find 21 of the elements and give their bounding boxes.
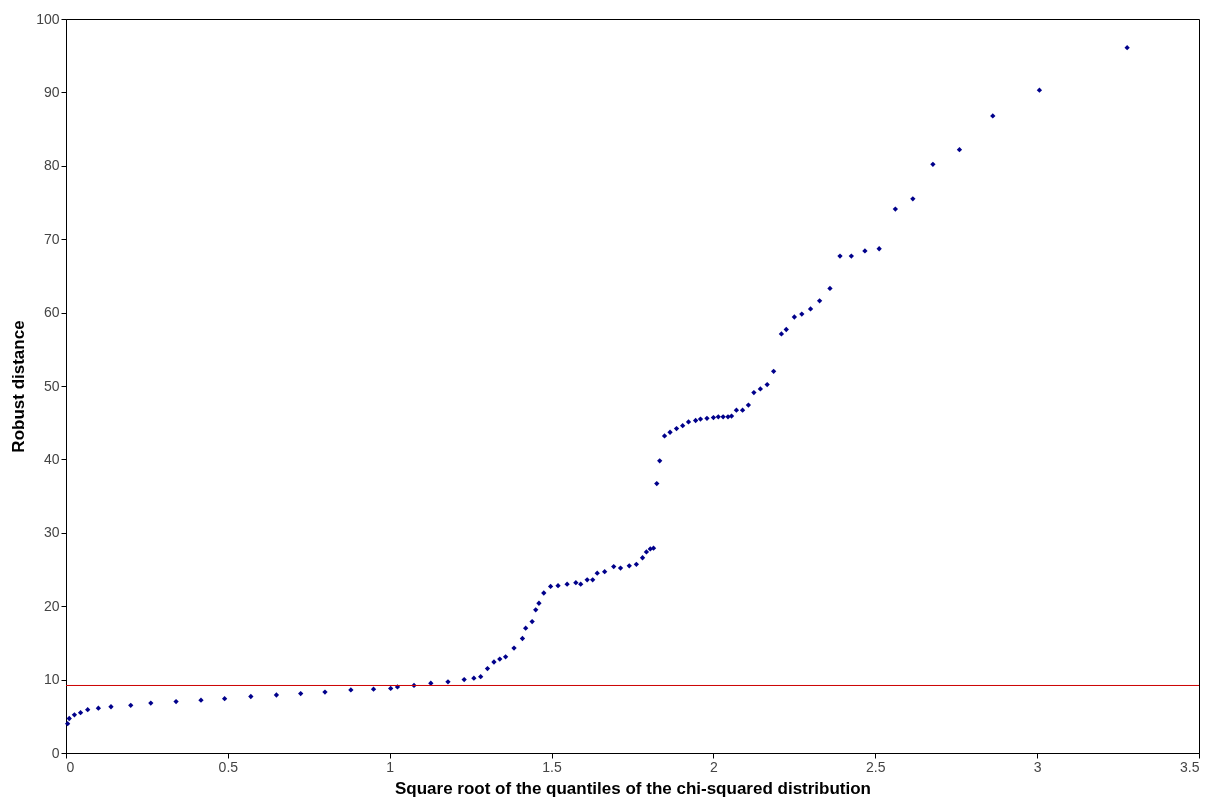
- x-axis-title: Square root of the quantiles of the chi-squared distribution: [394, 778, 872, 798]
- x-tick-label: 2.5: [866, 758, 886, 775]
- y-tick-label: 50: [43, 377, 60, 394]
- y-tick-label: 10: [43, 671, 60, 688]
- y-tick-label: 70: [43, 230, 60, 247]
- y-axis-title: Robust distance: [9, 320, 29, 453]
- x-tick-label: 0.5: [218, 758, 239, 775]
- x-tick-label: 3.5: [1180, 758, 1200, 775]
- x-tick-label: 1: [386, 758, 395, 775]
- x-tick-label: 2: [710, 758, 719, 775]
- x-tick-label: 0: [66, 758, 75, 775]
- y-tick-label: 100: [36, 10, 60, 27]
- y-tick-label: 80: [43, 157, 60, 174]
- x-tick-label: 1.5: [542, 758, 563, 775]
- y-tick-label: 40: [43, 450, 60, 467]
- y-tick-label: 0: [51, 744, 60, 761]
- y-tick-label: 90: [43, 83, 60, 100]
- y-tick-label: 60: [43, 304, 60, 321]
- y-tick-label: 30: [43, 524, 60, 541]
- y-tick-label: 20: [43, 597, 60, 614]
- x-tick-label: 3: [1033, 758, 1042, 775]
